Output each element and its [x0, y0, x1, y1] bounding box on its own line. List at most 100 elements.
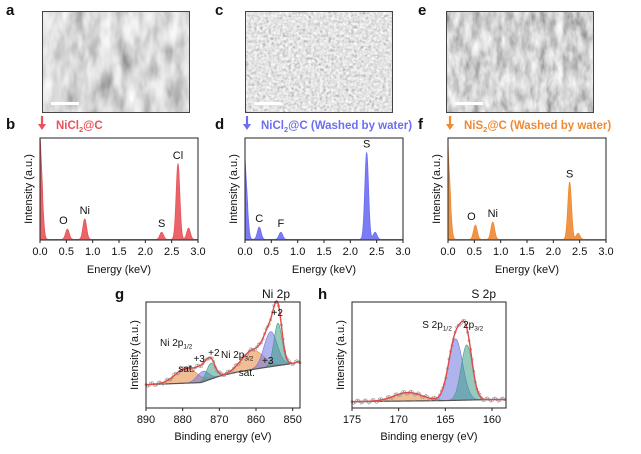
annotation-ni-2p32-main: Ni 2p: [221, 350, 245, 361]
peak-label-b-O: O: [59, 215, 68, 227]
sem-texture-c: [246, 12, 392, 112]
xps-chart-ni2p: 890 880 870 860 850 Binding energy (eV) Intens…: [129, 287, 302, 443]
annotation-sat-1: sat.: [178, 364, 194, 375]
x-axis-label-h: Binding energy (eV): [380, 431, 477, 443]
x-tick-label-b-4: 2.0: [138, 246, 153, 258]
x-tick-label-b-0: 0.0: [32, 246, 47, 258]
chart-title-d-main: NiCl: [261, 120, 284, 132]
xps-fit-h: [351, 320, 506, 403]
annotation-ni-2p12-main: Ni 2p: [160, 338, 184, 349]
xps-chart-s2p: 175 170 165 160 Binding energy (eV) Intensity…: [335, 287, 507, 443]
x-tick-label-g-2: 870: [210, 414, 228, 426]
y-axis-label-b: Intensity (a.u.): [23, 154, 35, 224]
chart-title-f-main: NiS: [464, 120, 484, 132]
panel-label-c: c: [215, 2, 224, 19]
chart-title-b-main: NiCl: [56, 120, 79, 132]
peak-label-f-Ni: Ni: [488, 208, 498, 220]
xps-component-h-2: [351, 344, 506, 402]
x-tick-label-d-3: 1.5: [316, 246, 331, 258]
annotation-ni-2p32-sub: 3/2: [244, 356, 253, 363]
chart-title-b: NiCl2@C: [56, 120, 103, 134]
peak-label-d-F: F: [277, 218, 284, 230]
chart-title-b-rest: @C: [83, 120, 103, 132]
annotation-plus3-a: +3: [193, 354, 205, 365]
annotation-plus2-a: +2: [208, 348, 220, 359]
down-arrow-icon-f: [446, 124, 454, 130]
peak-label-d-S: S: [363, 139, 370, 151]
panel-label-f: f: [418, 116, 423, 133]
chart-title-d-sub: 2: [284, 125, 288, 134]
annotation-s-2p12-main: S 2p: [422, 320, 443, 331]
x-tick-label-f-5: 2.5: [572, 246, 587, 258]
x-tick-label-b-2: 1.0: [85, 246, 100, 258]
x-tick-label-d-5: 2.5: [369, 246, 384, 258]
x-tick-label-h-1: 170: [389, 414, 407, 426]
x-axis-label-b: Energy (keV): [87, 264, 151, 276]
x-tick-label-g-4: 850: [283, 414, 301, 426]
y-axis-label-f: Intensity (a.u.): [431, 154, 443, 224]
x-tick-label-g-1: 880: [173, 414, 191, 426]
annotation-s-2p12: S 2p1/2: [422, 320, 452, 333]
plot-frame-h: [351, 301, 507, 409]
x-tick-label-b-3: 1.5: [111, 246, 126, 258]
chart-title-h: S 2p: [471, 287, 496, 301]
y-axis-label-g: Intensity (a.u.): [129, 320, 141, 390]
chart-title-d: NiCl2@C (Washed by water): [261, 120, 412, 134]
scale-bar-c: [254, 102, 282, 105]
sem-texture-e: [447, 12, 593, 112]
annotation-s-2p32-sub: 3/2: [474, 326, 483, 333]
sem-image-nicl2: [42, 11, 190, 113]
annotation-s-2p32: 2p3/2: [463, 320, 484, 333]
x-tick-label-g-3: 860: [247, 414, 265, 426]
peak-label-b-Ni: Ni: [80, 205, 90, 217]
x-tick-label-b-6: 3.0: [190, 246, 205, 258]
x-tick-label-d-6: 3.0: [395, 246, 410, 258]
plot-frame-f: [447, 137, 607, 241]
x-tick-label-h-0: 175: [343, 414, 361, 426]
x-axis-label-d: Energy (keV): [292, 264, 356, 276]
y-axis-label-h: Intensity (a.u.): [335, 320, 347, 390]
x-axis-label-f: Energy (keV): [495, 264, 559, 276]
peak-label-f-S: S: [566, 168, 573, 180]
x-tick-label-f-0: 0.0: [440, 246, 455, 258]
x-tick-label-f-2: 1.0: [493, 246, 508, 258]
plot-frame-d: [244, 137, 404, 241]
sem-image-nicl2-washed: [245, 11, 393, 113]
annotation-s-2p12-sub: 1/2: [443, 326, 452, 333]
panel-label-d: d: [215, 116, 225, 133]
eds-chart-b: 0.0 0.5 1.0 1.5 2.0 2.5 3.0 O Ni S Cl Energy (keV) I…: [23, 116, 206, 276]
peak-label-b-Cl: Cl: [173, 150, 183, 162]
eds-spectrum-b: [39, 138, 199, 241]
peak-label-d-C: C: [255, 213, 263, 225]
plot-frame-g: [145, 301, 301, 409]
annotation-s-2p32-main: 2p: [463, 320, 475, 331]
x-tick-label-h-3: 160: [483, 414, 501, 426]
sem-image-nis2-washed: [446, 11, 594, 113]
x-axis-label-g: Binding energy (eV): [174, 431, 271, 443]
x-tick-label-d-2: 1.0: [290, 246, 305, 258]
sem-texture-a: [43, 12, 189, 112]
annotation-plus2-b: +2: [272, 308, 284, 319]
eds-chart-d: 0.0 0.5 1.0 1.5 2.0 2.5 3.0 C F S Energy (keV) Inte…: [228, 116, 412, 276]
x-tick-label-f-6: 3.0: [598, 246, 613, 258]
eds-spectrum-f: [447, 141, 607, 241]
annotation-ni-2p12-sub: 1/2: [183, 344, 192, 351]
down-arrow-icon-d: [243, 124, 251, 130]
panel-label-g: g: [115, 286, 125, 303]
annotation-ni-2p32: Ni 2p3/2: [221, 350, 254, 363]
x-tick-label-h-2: 165: [436, 414, 454, 426]
x-tick-label-d-0: 0.0: [237, 246, 252, 258]
panel-label-a: a: [6, 2, 15, 19]
chart-title-g: Ni 2p: [262, 287, 290, 301]
annotation-sat-2: sat.: [239, 368, 255, 379]
annotation-ni-2p12: Ni 2p1/2: [160, 338, 193, 351]
panel-label-b: b: [6, 116, 16, 133]
xps-fit-g: [145, 300, 301, 386]
xps-component-h-1: [351, 338, 506, 402]
x-tick-label-d-4: 2.0: [343, 246, 358, 258]
chart-title-f: NiS2@C (Washed by water): [464, 120, 611, 134]
x-tick-label-f-1: 0.5: [467, 246, 482, 258]
scale-bar-a: [51, 102, 79, 105]
x-tick-label-f-4: 2.0: [546, 246, 561, 258]
